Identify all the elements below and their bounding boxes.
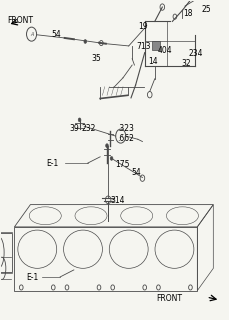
Text: 19: 19	[137, 22, 147, 31]
Text: 713: 713	[136, 42, 150, 52]
Text: E-1: E-1	[46, 159, 58, 168]
Text: 18: 18	[183, 9, 192, 18]
Text: FRONT: FRONT	[8, 16, 33, 25]
Bar	[0, 233, 12, 271]
Circle shape	[84, 40, 86, 44]
Text: 232: 232	[82, 124, 96, 133]
Bar	[152, 41, 160, 50]
Text: 404: 404	[157, 46, 171, 55]
Text: 32: 32	[180, 59, 190, 68]
Text: 54: 54	[51, 30, 60, 39]
Text: FRONT: FRONT	[155, 294, 181, 303]
Text: .323: .323	[117, 124, 134, 133]
Text: 14: 14	[147, 57, 157, 66]
Text: 234: 234	[187, 49, 202, 59]
Text: E-1: E-1	[26, 273, 38, 282]
Text: A: A	[30, 32, 33, 37]
Circle shape	[78, 118, 81, 122]
Text: .662: .662	[117, 134, 134, 143]
Circle shape	[105, 144, 108, 148]
Text: A: A	[119, 134, 122, 139]
Text: 314: 314	[110, 196, 124, 205]
Text: 54: 54	[131, 168, 140, 177]
Text: 25: 25	[201, 5, 211, 14]
Text: 175: 175	[114, 160, 129, 169]
Text: 39: 39	[69, 124, 79, 133]
Text: 35: 35	[91, 53, 100, 62]
Circle shape	[110, 156, 112, 160]
